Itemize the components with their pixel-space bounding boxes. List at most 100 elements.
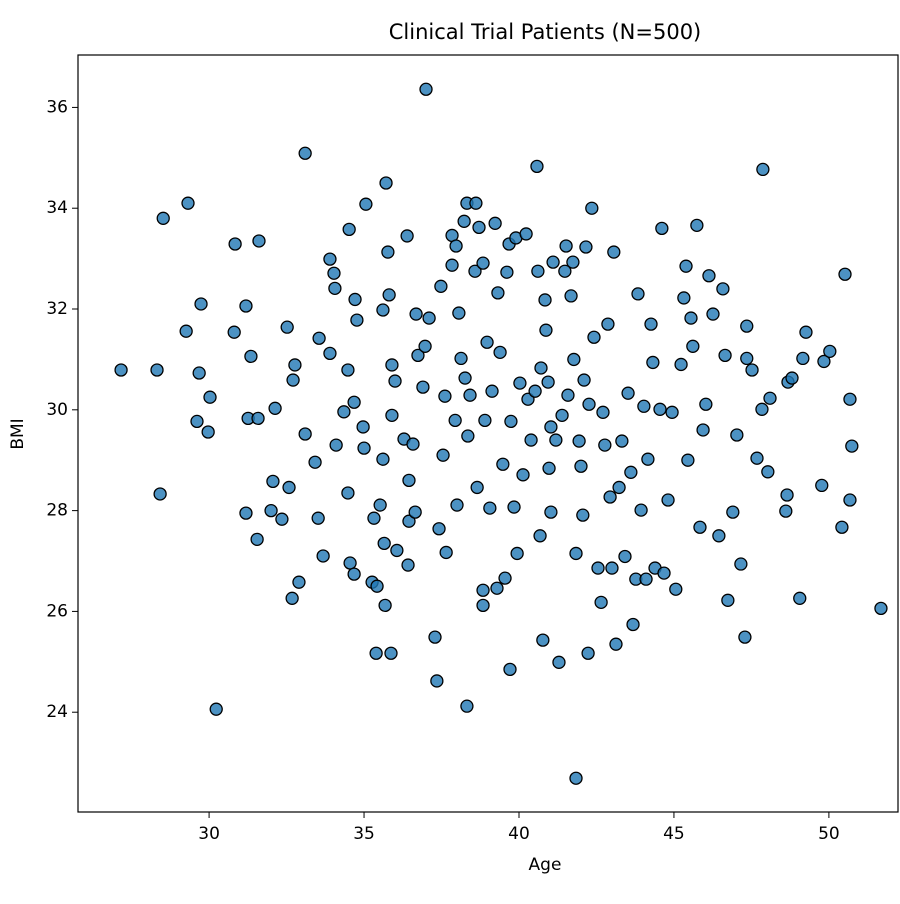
point bbox=[702, 269, 716, 283]
point bbox=[718, 348, 732, 363]
point bbox=[316, 549, 330, 563]
point bbox=[641, 452, 655, 466]
point bbox=[569, 771, 583, 785]
point bbox=[516, 468, 530, 482]
point bbox=[179, 324, 193, 338]
point bbox=[738, 630, 752, 644]
point bbox=[596, 405, 610, 419]
point bbox=[843, 493, 857, 507]
point bbox=[585, 201, 599, 215]
point bbox=[740, 319, 754, 333]
point bbox=[761, 465, 775, 479]
y-tick-label: 26 bbox=[46, 601, 68, 621]
point bbox=[379, 176, 393, 190]
point bbox=[432, 522, 446, 536]
point bbox=[637, 399, 651, 413]
point bbox=[531, 264, 545, 278]
point bbox=[490, 581, 504, 595]
point bbox=[539, 323, 553, 337]
point bbox=[194, 297, 208, 311]
point bbox=[534, 361, 548, 375]
point bbox=[448, 413, 462, 428]
point bbox=[579, 240, 593, 254]
point bbox=[817, 354, 831, 369]
point bbox=[576, 508, 590, 522]
point bbox=[845, 439, 859, 453]
point bbox=[436, 448, 450, 462]
point bbox=[874, 601, 888, 616]
point bbox=[538, 293, 552, 307]
point bbox=[227, 325, 241, 339]
point bbox=[631, 287, 645, 301]
point bbox=[268, 401, 282, 415]
point bbox=[328, 281, 342, 295]
point bbox=[607, 245, 621, 259]
point bbox=[400, 229, 414, 243]
point bbox=[572, 434, 586, 448]
y-axis-label: BMI bbox=[8, 418, 28, 449]
point bbox=[350, 313, 364, 327]
point bbox=[552, 655, 566, 669]
point bbox=[439, 545, 453, 560]
point bbox=[559, 239, 573, 253]
point bbox=[496, 457, 510, 471]
point bbox=[706, 307, 720, 321]
point bbox=[454, 351, 468, 366]
point bbox=[480, 335, 494, 349]
point bbox=[385, 358, 399, 372]
point bbox=[438, 389, 452, 403]
point bbox=[661, 493, 675, 507]
point bbox=[390, 543, 404, 558]
point bbox=[402, 514, 416, 528]
point bbox=[591, 561, 605, 575]
point bbox=[275, 512, 289, 526]
point bbox=[470, 480, 484, 495]
point bbox=[503, 662, 517, 677]
point bbox=[513, 376, 527, 390]
point bbox=[581, 646, 595, 660]
point bbox=[323, 346, 337, 361]
point bbox=[693, 520, 707, 534]
point bbox=[192, 366, 206, 380]
point bbox=[428, 630, 442, 644]
point bbox=[587, 330, 601, 344]
point bbox=[476, 583, 490, 597]
point bbox=[422, 311, 436, 325]
point bbox=[478, 413, 492, 428]
point bbox=[347, 395, 361, 409]
point bbox=[533, 529, 547, 543]
point bbox=[408, 505, 422, 519]
point bbox=[209, 702, 223, 716]
point bbox=[785, 371, 799, 385]
point bbox=[793, 591, 807, 605]
point bbox=[266, 474, 280, 489]
point bbox=[409, 307, 423, 321]
point bbox=[699, 397, 713, 411]
point bbox=[655, 221, 669, 236]
point bbox=[434, 279, 448, 293]
point bbox=[601, 317, 615, 331]
point bbox=[843, 392, 857, 406]
point bbox=[329, 438, 343, 452]
point bbox=[476, 598, 490, 613]
point bbox=[285, 591, 299, 605]
point bbox=[239, 506, 253, 520]
point bbox=[288, 358, 302, 372]
point bbox=[546, 255, 560, 269]
y-tick-label: 24 bbox=[46, 702, 68, 722]
point bbox=[382, 288, 396, 302]
point bbox=[598, 438, 612, 452]
point bbox=[780, 488, 794, 502]
point bbox=[308, 455, 322, 469]
point bbox=[567, 352, 581, 367]
point bbox=[519, 227, 533, 241]
point bbox=[356, 420, 370, 434]
point bbox=[669, 582, 683, 596]
point bbox=[450, 498, 464, 512]
point bbox=[337, 405, 351, 419]
point bbox=[348, 292, 362, 307]
chart-title: Clinical Trial Patients (N=500) bbox=[389, 20, 702, 44]
y-tick-label: 34 bbox=[46, 198, 68, 218]
point bbox=[469, 196, 483, 210]
